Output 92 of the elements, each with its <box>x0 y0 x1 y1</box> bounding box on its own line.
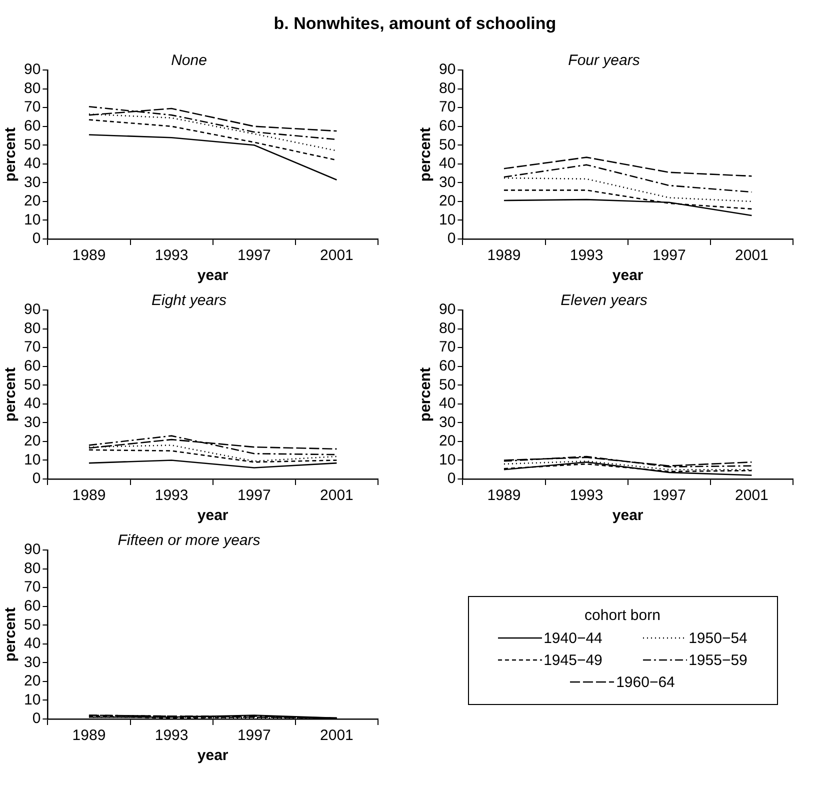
x-tick-label: 1997 <box>237 727 271 744</box>
y-tick-label: 70 <box>24 98 41 116</box>
x-axis-title: year <box>612 267 644 284</box>
y-tick-label: 50 <box>24 136 41 154</box>
x-tick-label: 1997 <box>237 247 271 264</box>
legend-label: 1960−64 <box>616 674 675 690</box>
x-tick-label: 1997 <box>237 487 271 504</box>
chart-subtitle: Eleven years <box>560 292 648 310</box>
y-tick-label: 40 <box>438 395 456 412</box>
y-tick-label: 70 <box>24 578 41 596</box>
legend-label: 1945−49 <box>544 652 602 668</box>
y-tick-label: 10 <box>24 691 41 708</box>
y-tick-label: 40 <box>24 635 41 652</box>
y-tick-label: 50 <box>24 616 41 634</box>
x-tick-label: 2001 <box>320 487 354 504</box>
legend-label: 1940−44 <box>544 630 602 646</box>
y-tick-label: 60 <box>438 357 456 374</box>
x-tick-label: 1993 <box>570 247 604 264</box>
x-tick-label: 1993 <box>570 487 604 504</box>
text: b. Nonwhites, amount of schooling <box>272 14 558 34</box>
legend-label: 1950−54 <box>688 630 748 646</box>
y-tick-label: 50 <box>438 376 456 394</box>
y-tick-label: 10 <box>438 451 456 468</box>
x-tick-label: 1989 <box>72 247 106 264</box>
x-axis-title: year <box>197 267 228 284</box>
y-tick-label: 10 <box>24 451 41 468</box>
chart-subtitle: Four years <box>568 52 640 70</box>
x-tick-label: 1989 <box>72 727 106 744</box>
y-tick-label: 0 <box>32 710 41 728</box>
y-tick-label: 20 <box>24 432 41 450</box>
x-tick-label: 1989 <box>72 487 106 504</box>
y-tick-label: 80 <box>438 320 456 337</box>
y-tick-label: 90 <box>24 301 41 318</box>
y-tick-label: 30 <box>24 174 41 191</box>
x-tick-label: 1993 <box>154 247 188 264</box>
y-tick-label: 90 <box>24 61 41 78</box>
y-tick-label: 40 <box>438 155 456 172</box>
y-tick-label: 60 <box>24 357 41 374</box>
y-tick-label: 0 <box>447 470 456 488</box>
y-tick-label: 80 <box>24 80 41 97</box>
y-tick-label: 80 <box>24 560 41 577</box>
y-tick-label: 50 <box>24 376 41 394</box>
x-tick-label: 1997 <box>652 487 686 504</box>
x-tick-label: 2001 <box>320 727 354 744</box>
x-tick-label: 2001 <box>735 247 768 264</box>
chart-subtitle: Fifteen or more years <box>118 532 261 550</box>
y-tick-label: 50 <box>438 136 456 154</box>
y-tick-label: 30 <box>438 174 456 191</box>
y-tick-label: 90 <box>438 301 456 318</box>
x-tick-label: 1993 <box>154 727 188 744</box>
y-tick-label: 40 <box>24 395 41 412</box>
y-tick-label: 0 <box>32 470 41 488</box>
y-tick-label: 80 <box>24 320 41 337</box>
y-tick-label: 10 <box>438 211 456 228</box>
y-tick-label: 70 <box>438 98 456 116</box>
y-tick-label: 80 <box>438 80 456 97</box>
y-tick-label: 40 <box>24 155 41 172</box>
y-tick-label: 20 <box>438 432 456 450</box>
y-tick-label: 20 <box>24 192 41 210</box>
y-tick-label: 60 <box>24 117 41 134</box>
y-tick-label: 30 <box>24 414 41 431</box>
x-axis-title: year <box>197 507 228 524</box>
x-axis-title: year <box>612 507 644 524</box>
y-axis-title: percent <box>2 607 20 662</box>
y-tick-label: 60 <box>24 597 41 614</box>
y-axis-title: percent <box>417 127 434 182</box>
y-tick-label: 0 <box>447 230 456 248</box>
x-tick-label: 2001 <box>735 487 768 504</box>
y-tick-label: 90 <box>438 61 456 78</box>
chart-subtitle: Eight years <box>151 292 228 310</box>
y-tick-label: 30 <box>24 654 41 671</box>
x-tick-label: 1989 <box>487 247 521 264</box>
y-axis-title: percent <box>417 367 434 422</box>
x-tick-label: 1997 <box>652 247 686 264</box>
legend-title: cohort born <box>584 606 662 624</box>
y-tick-label: 20 <box>438 192 456 210</box>
y-tick-label: 0 <box>32 230 41 248</box>
y-tick-label: 20 <box>24 672 41 690</box>
y-axis-title: percent <box>2 367 20 422</box>
y-tick-label: 90 <box>24 541 41 558</box>
y-axis-title: percent <box>2 127 20 182</box>
y-tick-label: 70 <box>438 338 456 356</box>
y-tick-label: 60 <box>438 117 456 134</box>
y-tick-label: 70 <box>24 338 41 356</box>
legend-label: 1955−59 <box>688 652 748 668</box>
chart-subtitle: None <box>171 52 207 70</box>
y-tick-label: 10 <box>24 211 41 228</box>
x-axis-title: year <box>197 747 228 764</box>
x-tick-label: 2001 <box>320 247 354 264</box>
x-tick-label: 1989 <box>487 487 521 504</box>
y-tick-label: 30 <box>438 414 456 431</box>
x-tick-label: 1993 <box>154 487 188 504</box>
